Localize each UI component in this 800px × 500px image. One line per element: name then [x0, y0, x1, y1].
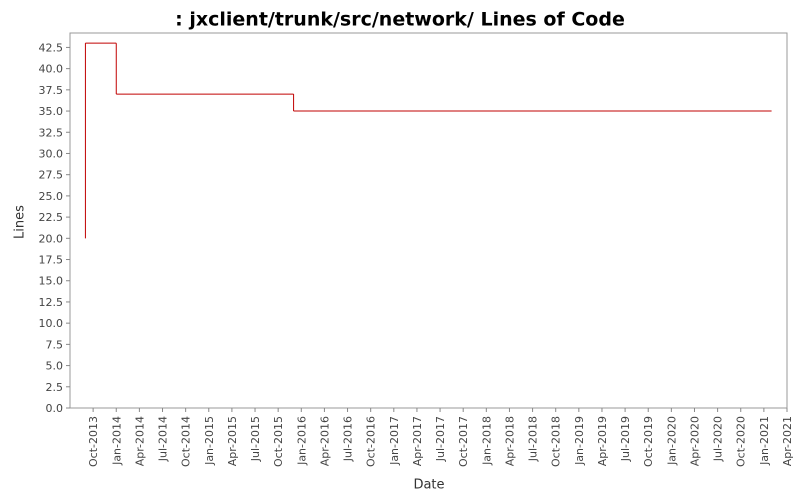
y-tick-label: 2.5: [46, 381, 64, 394]
x-tick-label: Apr-2015: [226, 416, 239, 466]
y-tick-label: 27.5: [39, 169, 64, 182]
x-tick-label: Jan-2014: [110, 416, 123, 466]
y-tick-label: 40.0: [39, 63, 64, 76]
x-tick-label: Jan-2018: [480, 416, 493, 466]
x-tick-label: Jan-2017: [388, 416, 401, 466]
x-tick-label: Jan-2020: [665, 416, 678, 466]
x-tick-label: Jul-2016: [342, 416, 355, 462]
x-axis-label: Date: [413, 478, 444, 493]
x-tick-label: Apr-2018: [503, 416, 516, 466]
y-tick-label: 42.5: [39, 41, 64, 54]
x-tick-label: Oct-2020: [735, 416, 748, 467]
x-tick-label: Jan-2016: [295, 416, 308, 466]
chart-title: : jxclient/trunk/src/network/ Lines of C…: [175, 9, 625, 31]
x-tick-label: Jul-2017: [434, 416, 447, 462]
x-tick-label: Apr-2021: [781, 416, 794, 466]
y-axis-label: Lines: [13, 205, 28, 239]
plot-area: [69, 32, 788, 409]
x-tick-label: Apr-2020: [688, 416, 701, 466]
y-tick-label: 22.5: [39, 211, 64, 224]
x-tick-label: Oct-2019: [642, 416, 655, 467]
y-tick-label: 37.5: [39, 84, 64, 97]
x-tick-label: Apr-2017: [411, 416, 424, 466]
x-tick-label: Oct-2017: [457, 416, 470, 467]
y-tick-label: 17.5: [39, 254, 64, 267]
y-tick-label: 7.5: [46, 338, 64, 351]
x-tick-label: Apr-2019: [596, 416, 609, 466]
x-tick-label: Oct-2015: [272, 416, 285, 467]
y-tick-label: 12.5: [39, 296, 64, 309]
y-tick-label: 25.0: [39, 190, 64, 203]
y-tick-label: 15.0: [39, 275, 64, 288]
x-tick-label: Jan-2019: [573, 416, 586, 466]
x-tick-label: Apr-2014: [133, 416, 146, 466]
y-tick-label: 10.0: [39, 317, 64, 330]
y-tick-label: 32.5: [39, 126, 64, 139]
y-tick-label: 30.0: [39, 147, 64, 160]
x-tick-label: Oct-2013: [87, 416, 100, 467]
x-tick-label: Jul-2020: [712, 416, 725, 462]
y-tick-label: 35.0: [39, 105, 64, 118]
x-tick-label: Apr-2016: [318, 416, 331, 466]
x-tick-label: Jul-2018: [527, 416, 540, 462]
y-tick-label: 0.0: [46, 402, 64, 415]
x-tick-label: Jul-2019: [619, 416, 632, 462]
y-tick-label: 20.0: [39, 232, 64, 245]
x-tick-label: Jan-2015: [203, 416, 216, 466]
x-tick-label: Oct-2016: [365, 416, 378, 467]
x-tick-label: Oct-2014: [180, 416, 193, 467]
y-tick-label: 5.0: [46, 360, 64, 373]
x-tick-label: Jul-2014: [157, 416, 170, 462]
x-tick-label: Jan-2021: [758, 416, 771, 466]
x-tick-label: Jul-2015: [249, 416, 262, 462]
x-tick-label: Oct-2018: [550, 416, 563, 467]
